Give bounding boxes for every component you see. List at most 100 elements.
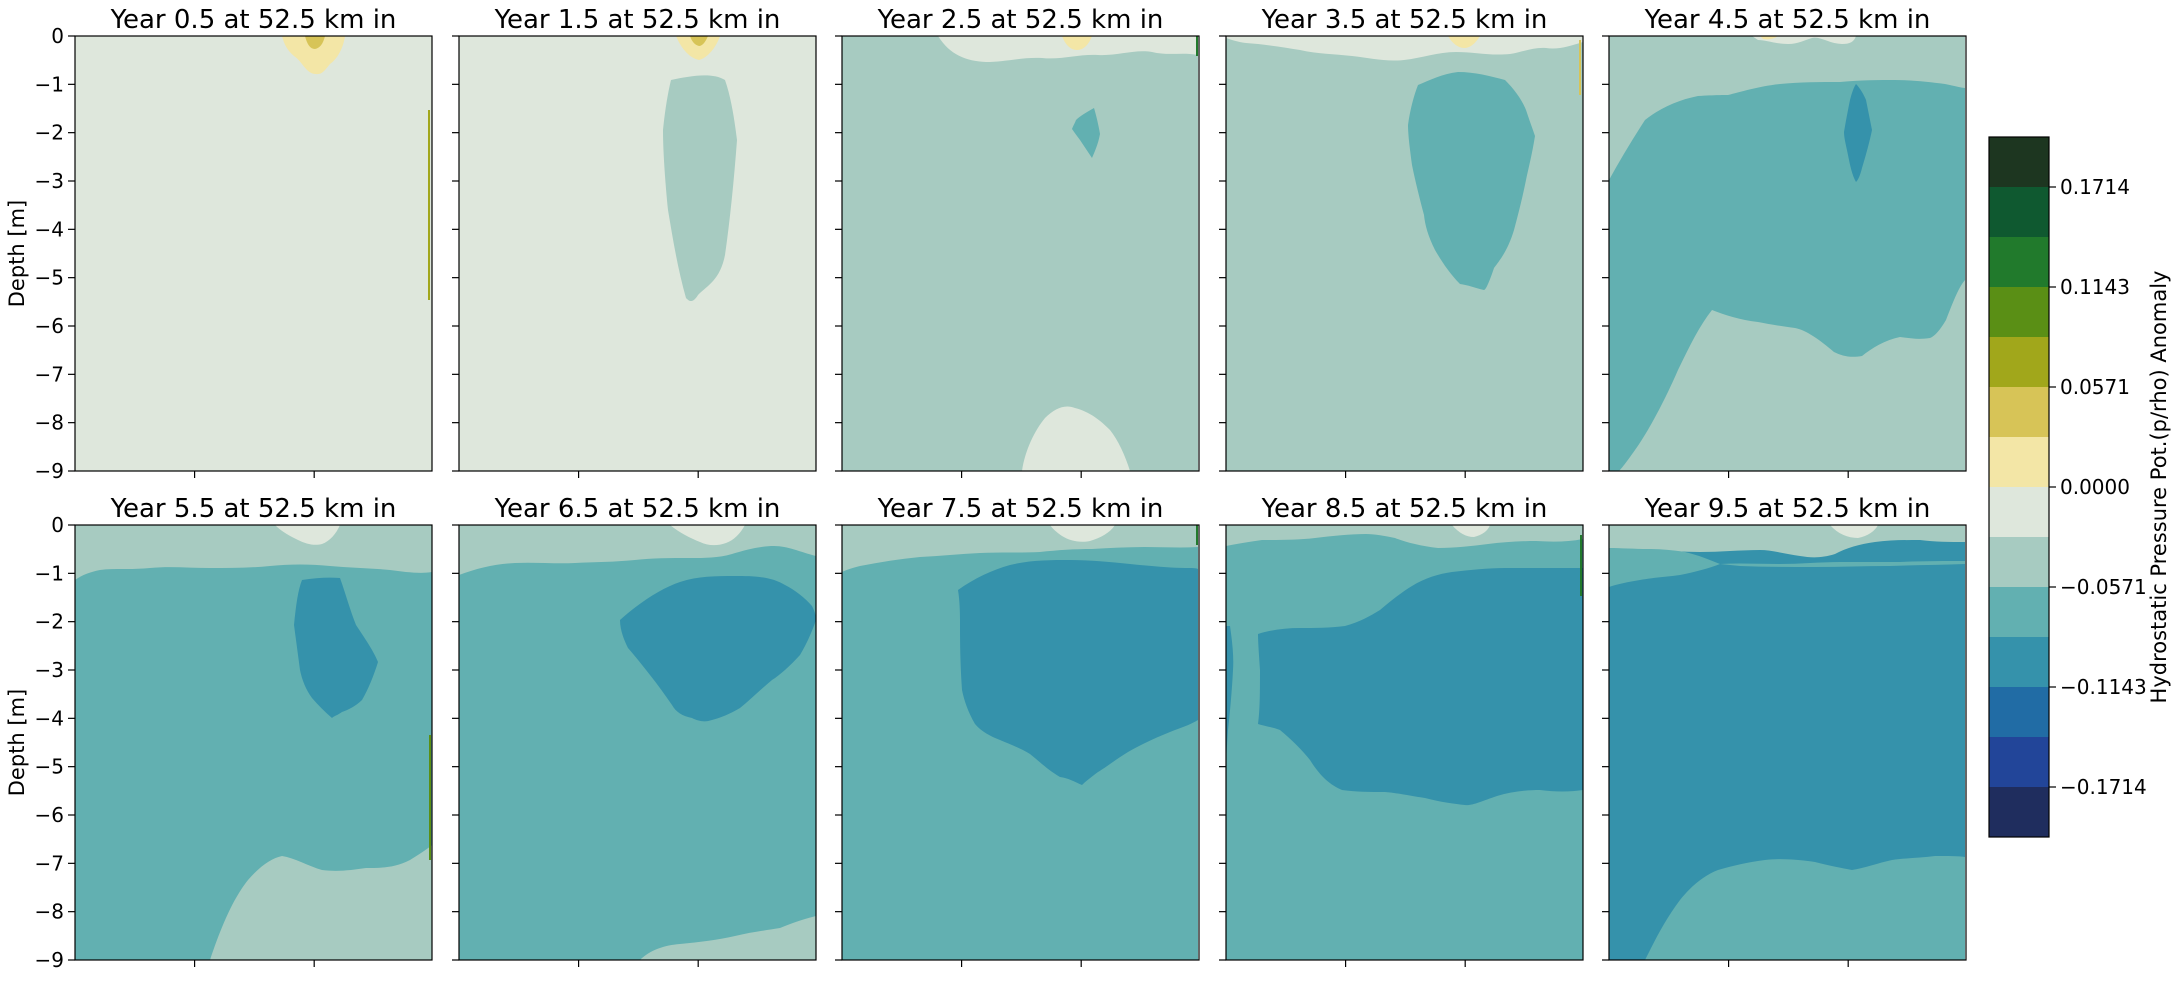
contour-band [938,36,1198,62]
colorbar-segment [1989,287,2049,338]
axes-frame [1608,524,1967,961]
axes-frame [74,524,433,961]
colorbar-segment [1989,637,2049,688]
axes-frame [1225,524,1584,961]
panel-year-3-5 [1226,36,1583,471]
y-tick-label: −5 [35,266,64,290]
panel-title: Year 3.5 at 52.5 km in [1261,5,1548,35]
panel-title: Year 2.5 at 52.5 km in [877,5,1164,35]
contour-band [663,75,737,302]
colorbar-segment [1989,387,2049,438]
contour-band [1050,525,1115,542]
colorbar-segment [1989,737,2049,788]
contour-band [1072,108,1100,158]
y-tick-label: −7 [35,851,64,875]
panel-year-2-5 [842,36,1198,471]
contour-band [1720,561,1965,567]
contour-band [676,36,720,60]
colorbar-label: Hydrostatic Pressure Pot.(p/rho) Anomaly [2147,271,2171,704]
y-axis-label: Depth [m] [5,200,29,307]
panel-year-5-5 [75,525,432,960]
contour-band [275,525,340,545]
contour-band [842,36,1198,471]
colorbar-segment [1989,587,2049,638]
contour-band [1645,856,1965,960]
y-tick-label: −4 [35,217,64,241]
panel-axes-8: Year 8.5 at 52.5 km in [1219,494,1584,967]
contour-band [282,36,345,75]
colorbar-segment [1989,687,2049,738]
contour-band [1196,525,1198,545]
colorbar-tick-label: 0.0571 [2060,375,2130,399]
panel-title: Year 1.5 at 52.5 km in [494,5,781,35]
contour-band [690,36,708,46]
y-tick-label: 0 [51,24,64,48]
contour-band [1609,525,1965,558]
axes-frame [841,524,1200,961]
axes-frame [1608,35,1967,472]
panel-title: Year 4.5 at 52.5 km in [1644,5,1931,35]
panel-axes-3: Year 3.5 at 52.5 km in [1219,5,1584,478]
contour-band [640,916,816,960]
panel-axes-9: Year 9.5 at 52.5 km in [1602,494,1967,967]
colorbar-segment [1989,187,2049,238]
axes-frame [458,35,817,472]
contour-band [1760,36,1778,40]
contour-band [670,525,745,546]
y-tick-label: −9 [35,948,64,972]
y-tick-label: −3 [35,169,64,193]
axes-frame [74,35,433,472]
axes-layer: Year 0.5 at 52.5 km in 0 −1 −2 −3 −4 −5 −6 −7 −8 −… [5,5,1967,972]
panel-title: Year 6.5 at 52.5 km in [494,494,781,524]
contour-band [1226,626,1234,770]
panel-title: Year 5.5 at 52.5 km in [110,494,397,524]
contour-band [620,576,816,722]
y-tick-label: −6 [35,803,64,827]
panel-axes-4: Year 4.5 at 52.5 km in [1602,5,1967,478]
contour-band [1752,36,1856,44]
contour-band [75,36,432,471]
contour-band [1062,36,1092,50]
contour-band [1844,84,1872,182]
panel-title: Year 8.5 at 52.5 km in [1261,494,1548,524]
contour-band [1579,40,1581,95]
panel-year-1-5 [459,36,816,471]
panel-year-8-5 [1226,525,1583,960]
y-tick-label: −4 [35,706,64,730]
contour-band [210,845,432,960]
panel-axes-2: Year 2.5 at 52.5 km in [835,5,1200,478]
panel-title: Year 0.5 at 52.5 km in [110,5,397,35]
contour-band [842,525,1198,572]
contour-band [1226,36,1583,471]
contour-band [429,735,431,860]
colorbar-segment [1989,237,2049,288]
contour-band [294,577,378,718]
panel-axes-6: Year 6.5 at 52.5 km in [452,494,817,967]
contour-band [1448,36,1480,48]
y-tick-label: −8 [35,900,64,924]
y-tick-label: −1 [35,72,64,96]
axes-frame [841,35,1200,472]
contour-band [1609,80,1965,471]
contour-band [459,36,816,471]
colorbar-segment [1989,537,2049,588]
panel-axes-7: Year 7.5 at 52.5 km in [835,494,1200,967]
colorbar: 0.1714 0.1143 0.0571 0.0000 −0.0571 −0.1143 −0… [1988,136,2171,838]
panel-year-7-5 [842,525,1198,960]
colorbar-segment [1989,487,2049,538]
colorbar-segment [1989,137,2049,188]
contour-band [428,110,430,300]
colorbar-tick-label: 0.1143 [2060,275,2130,299]
y-tick-label: −3 [35,658,64,682]
contour-band [1580,535,1582,596]
contour-band [1830,525,1878,538]
axes-frame [458,524,817,961]
colorbar-tick-label: 0.0000 [2060,475,2130,499]
colorbar-tick-label: 0.1714 [2060,175,2130,199]
colorbar-tick-label: −0.1714 [2060,775,2147,799]
y-axis-label: Depth [m] [5,689,29,796]
y-tick-label: −6 [35,314,64,338]
panel-year-0-5 [75,36,432,471]
contour-band [1258,568,1583,806]
